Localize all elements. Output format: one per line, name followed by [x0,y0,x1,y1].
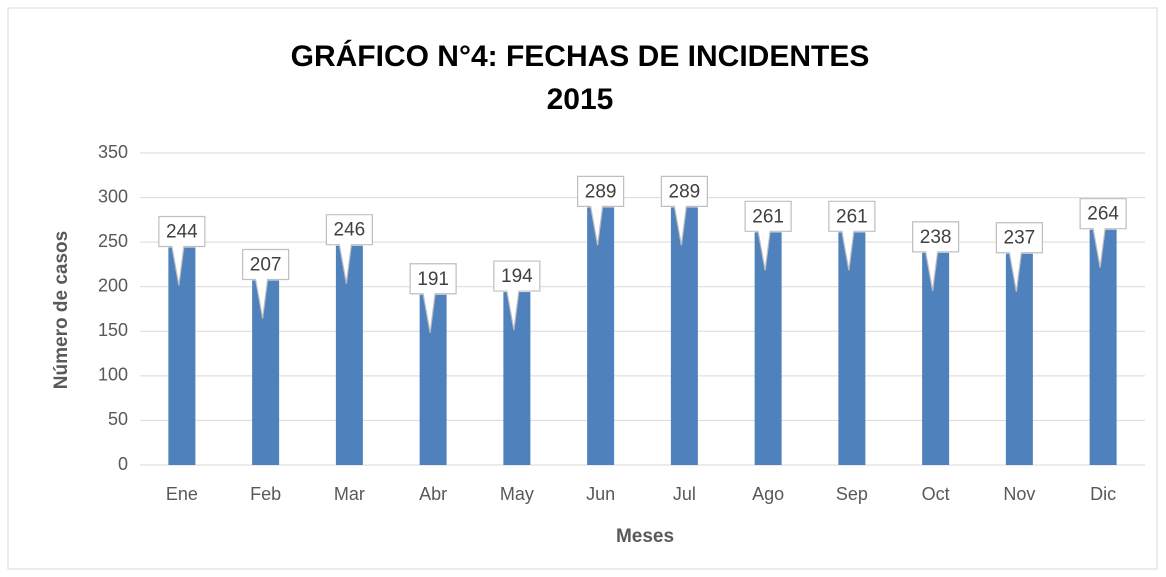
data-label: 261 [752,206,784,227]
y-tick-label: 200 [98,275,128,295]
x-tick-label: Jul [673,484,696,504]
data-label-callout [912,221,960,291]
x-tick-label: Mar [334,484,365,504]
bar [419,294,447,465]
data-label-callout [1079,198,1127,268]
data-label-callout [995,222,1043,292]
data-label: 194 [501,266,533,287]
bar [670,207,698,465]
data-label-callout [828,200,876,271]
y-tick-label: 50 [108,409,128,429]
bar [1089,229,1117,465]
bar [1005,253,1033,465]
data-label: 264 [1087,204,1119,225]
x-tick-label: Ene [166,484,198,504]
y-tick-label: 350 [98,142,128,162]
data-label-callout [493,260,541,331]
bar [587,207,615,465]
bar [168,247,196,465]
data-label: 289 [585,181,617,202]
bar [754,232,782,465]
bar [335,245,363,465]
chart-border [7,7,1158,570]
x-tick-label: Sep [836,484,868,504]
data-label: 191 [417,269,449,290]
x-tick-label: Jun [586,484,615,504]
data-label: 261 [836,206,868,227]
bar [252,280,280,465]
data-label: 244 [166,222,198,243]
chart-title: 2015 [547,83,614,116]
y-tick-label: 250 [98,231,128,251]
y-tick-label: 100 [98,365,128,385]
y-axis-title: Número de casos [51,231,72,389]
data-label-callout [660,175,708,246]
data-label-callout [744,200,792,271]
data-label-callout [242,248,290,319]
y-tick-label: 150 [98,320,128,340]
data-label: 238 [920,227,952,248]
x-tick-label: Oct [922,484,950,504]
x-tick-label: Abr [419,484,447,504]
data-label: 246 [334,220,366,241]
chart-title: GRÁFICO N°4: FECHAS DE INCIDENTES [291,39,870,73]
bar [838,232,866,465]
data-label: 237 [1004,228,1036,249]
bar [922,252,950,465]
data-label: 207 [250,254,282,275]
data-label: 289 [669,181,701,202]
x-tick-label: Feb [250,484,281,504]
data-label-callout [409,263,457,333]
data-label-callout [325,214,373,284]
y-tick-label: 0 [118,454,128,474]
bar [503,292,531,465]
x-tick-label: Nov [1003,484,1035,504]
y-tick-label: 300 [98,186,128,206]
x-tick-label: Dic [1090,484,1116,504]
x-tick-label: Ago [752,484,784,504]
x-axis-title: Meses [616,526,674,547]
data-label-callout [158,215,206,286]
data-label-callout [577,175,625,246]
x-tick-label: May [500,484,534,504]
